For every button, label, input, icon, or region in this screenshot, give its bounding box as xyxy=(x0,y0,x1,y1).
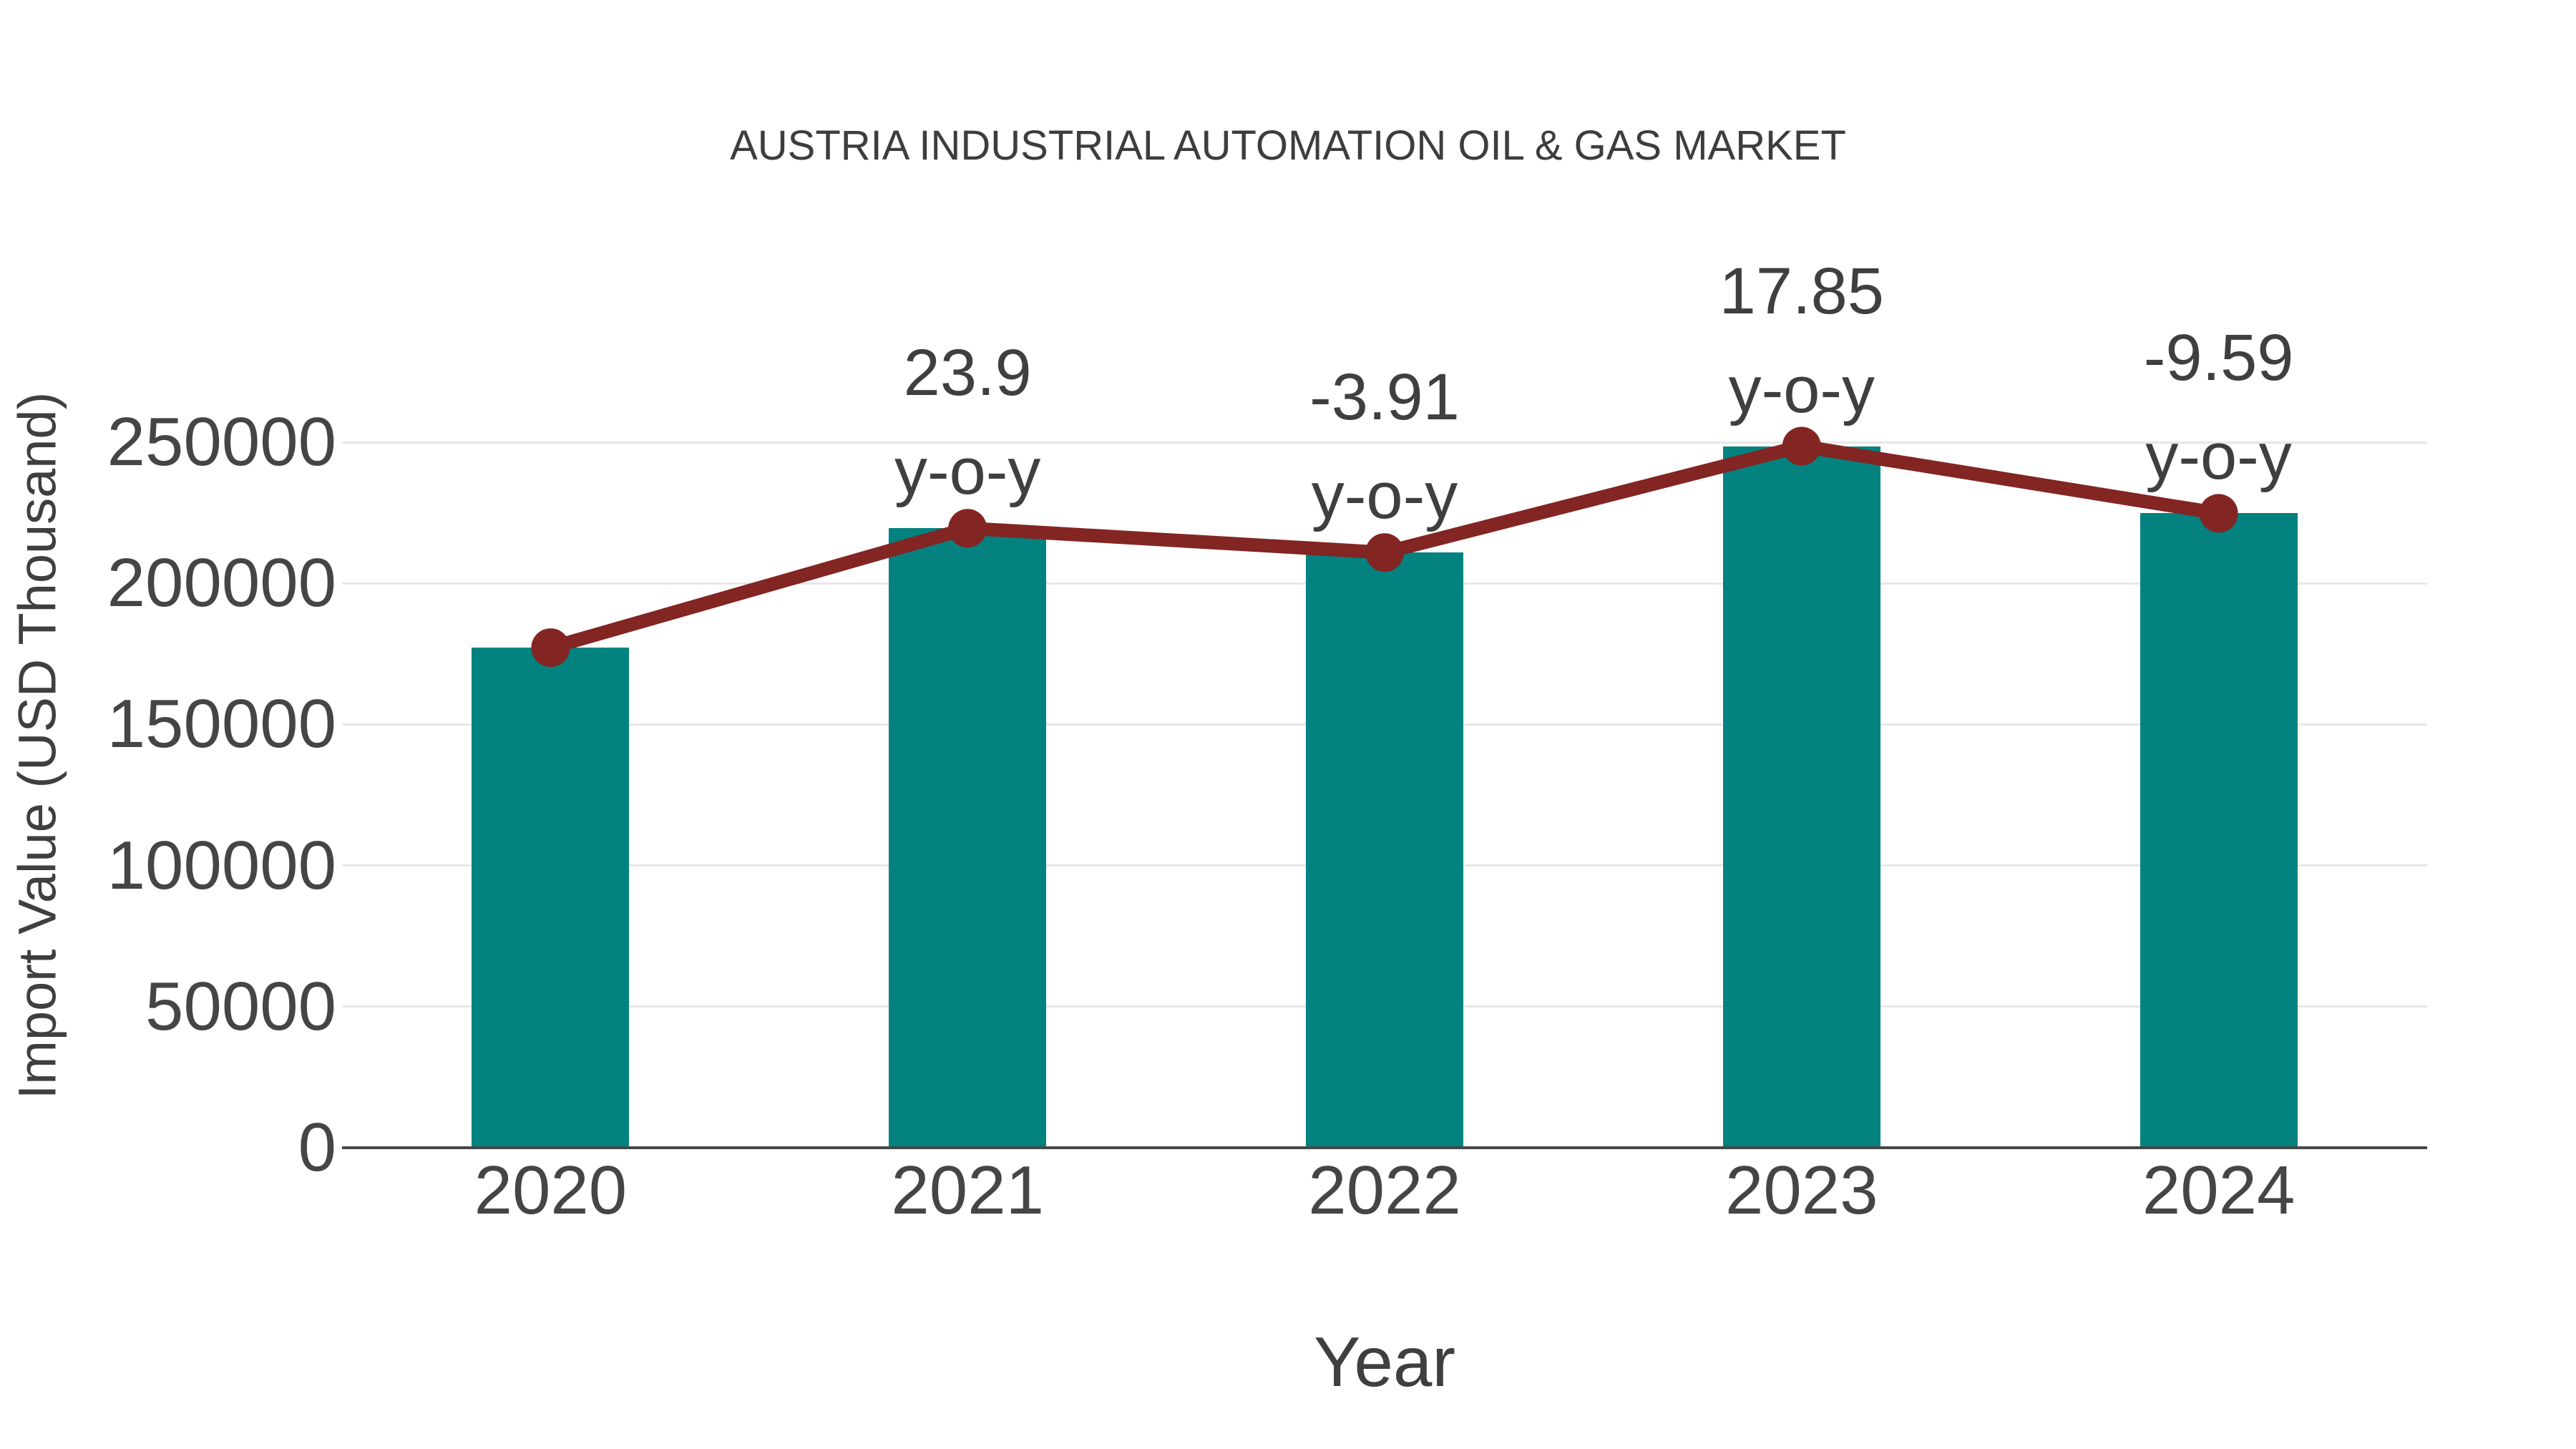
x-axis-title: Year xyxy=(1313,1322,1455,1401)
bar-2020 xyxy=(472,648,630,1148)
y-tick-label: 200000 xyxy=(107,545,336,622)
yoy-value: 23.9 xyxy=(903,336,1032,410)
x-tick-label-2022: 2022 xyxy=(1308,1152,1461,1229)
yoy-suffix: y-o-y xyxy=(1311,459,1458,533)
bar-2022 xyxy=(1306,552,1463,1148)
x-tick-label-2020: 2020 xyxy=(474,1152,628,1229)
y-axis-title: Import Value (USD Thousand) xyxy=(7,391,67,1100)
yoy-suffix: y-o-y xyxy=(894,435,1041,509)
bar-2023 xyxy=(1722,446,1880,1148)
y-tick-label: 50000 xyxy=(145,967,336,1045)
bar-2024 xyxy=(2140,513,2298,1148)
bar-2021 xyxy=(889,528,1047,1148)
yoy-annotation-2022: -3.91 y-o-y xyxy=(1156,348,1614,545)
y-tick-label: 100000 xyxy=(107,826,336,904)
yoy-suffix: y-o-y xyxy=(2145,420,2292,494)
yoy-annotation-2021: 23.9 y-o-y xyxy=(738,323,1196,521)
x-tick-label-2021: 2021 xyxy=(891,1152,1044,1229)
x-tick-label-2024: 2024 xyxy=(2142,1152,2296,1229)
yoy-value: 17.85 xyxy=(1719,254,1884,328)
x-axis-line xyxy=(342,1146,2427,1149)
yoy-value: -9.59 xyxy=(2143,321,2294,395)
yoy-annotation-2024: -9.59 y-o-y xyxy=(1990,308,2448,506)
yoy-annotation-2023: 17.85 y-o-y xyxy=(1573,242,2031,439)
x-tick-label-2023: 2023 xyxy=(1725,1152,1878,1229)
yoy-value: -3.91 xyxy=(1309,361,1460,434)
y-tick-label: 0 xyxy=(298,1109,336,1186)
y-tick-label: 250000 xyxy=(107,404,336,480)
chart-title: AUSTRIA INDUSTRIAL AUTOMATION OIL & GAS … xyxy=(730,122,1846,169)
yoy-suffix: y-o-y xyxy=(1728,353,1875,426)
y-tick-label: 150000 xyxy=(107,686,336,763)
